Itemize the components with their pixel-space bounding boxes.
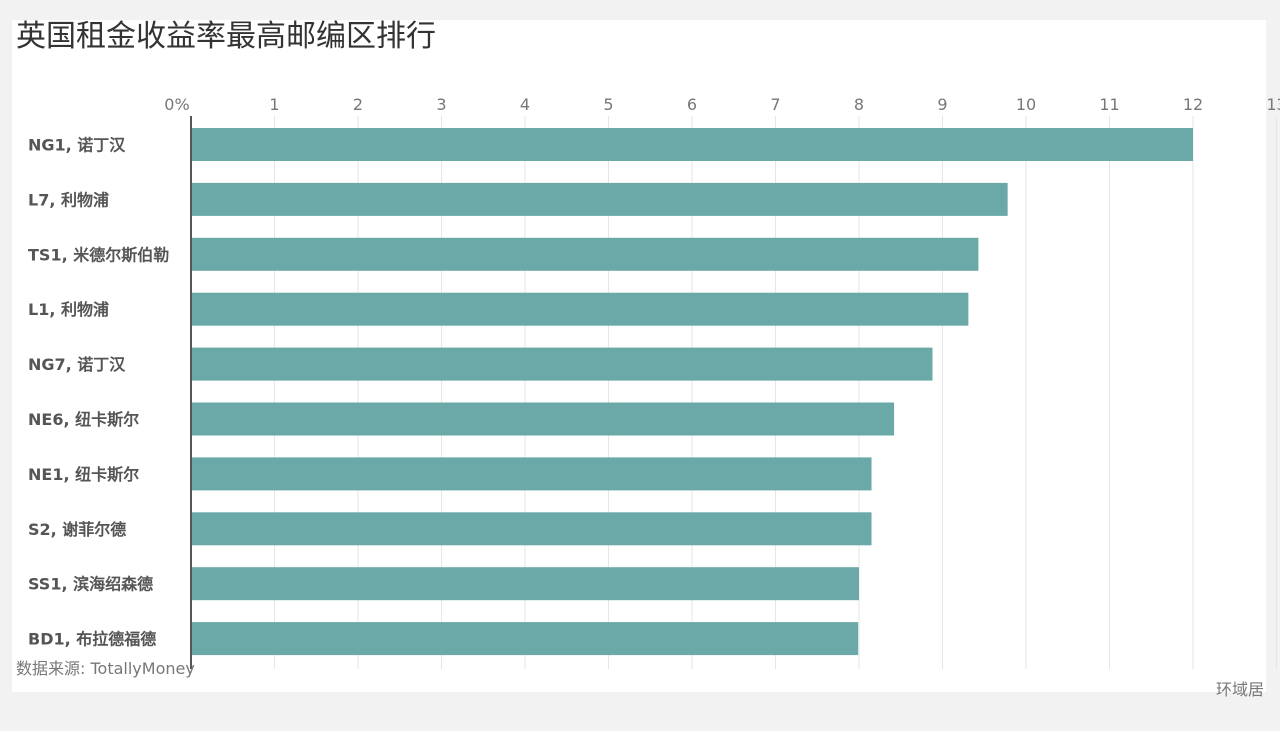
x-tick-label: 12: [1183, 95, 1203, 114]
bar: [191, 402, 895, 436]
x-tick-label: 7: [770, 95, 780, 114]
x-tick-label: 10: [1016, 95, 1036, 114]
x-tick-label: 1: [269, 95, 279, 114]
category-label: SS1, 滨海绍森德: [28, 575, 153, 594]
chart-title: 英国租金收益率最高邮编区排行: [16, 19, 436, 54]
bar: [191, 347, 933, 381]
source-note: 数据来源: TotallyMoney: [16, 659, 195, 678]
x-tick-label: 3: [436, 95, 446, 114]
bar: [191, 622, 859, 656]
category-label: TS1, 米德尔斯伯勒: [28, 245, 169, 264]
bar: [191, 292, 969, 326]
category-label: BD1, 布拉德福德: [28, 630, 156, 649]
bar: [191, 567, 859, 601]
category-label: L7, 利物浦: [28, 190, 109, 209]
x-tick-label: 5: [603, 95, 613, 114]
x-tick-label: 0%: [164, 95, 189, 114]
x-tick-label: 8: [854, 95, 864, 114]
x-tick-label: 6: [687, 95, 697, 114]
x-tick-label: 4: [520, 95, 530, 114]
category-label: NG7, 诺丁汉: [28, 355, 126, 374]
category-label: NE1, 纽卡斯尔: [28, 465, 139, 484]
bar: [191, 128, 1193, 161]
x-tick-label: 11: [1099, 95, 1119, 114]
category-label: NG1, 诺丁汉: [28, 136, 126, 155]
x-tick-label: 13: [1266, 95, 1280, 114]
bar: [191, 512, 872, 546]
bar: [191, 182, 1008, 216]
x-tick-label: 2: [353, 95, 363, 114]
bar: [191, 237, 979, 271]
category-label: L1, 利物浦: [28, 300, 109, 319]
brand-watermark: 环域居: [1215, 680, 1264, 699]
bar: [191, 457, 872, 491]
x-tick-label: 9: [937, 95, 947, 114]
category-label: S2, 谢菲尔德: [28, 520, 126, 539]
category-label: NE6, 纽卡斯尔: [28, 410, 139, 429]
